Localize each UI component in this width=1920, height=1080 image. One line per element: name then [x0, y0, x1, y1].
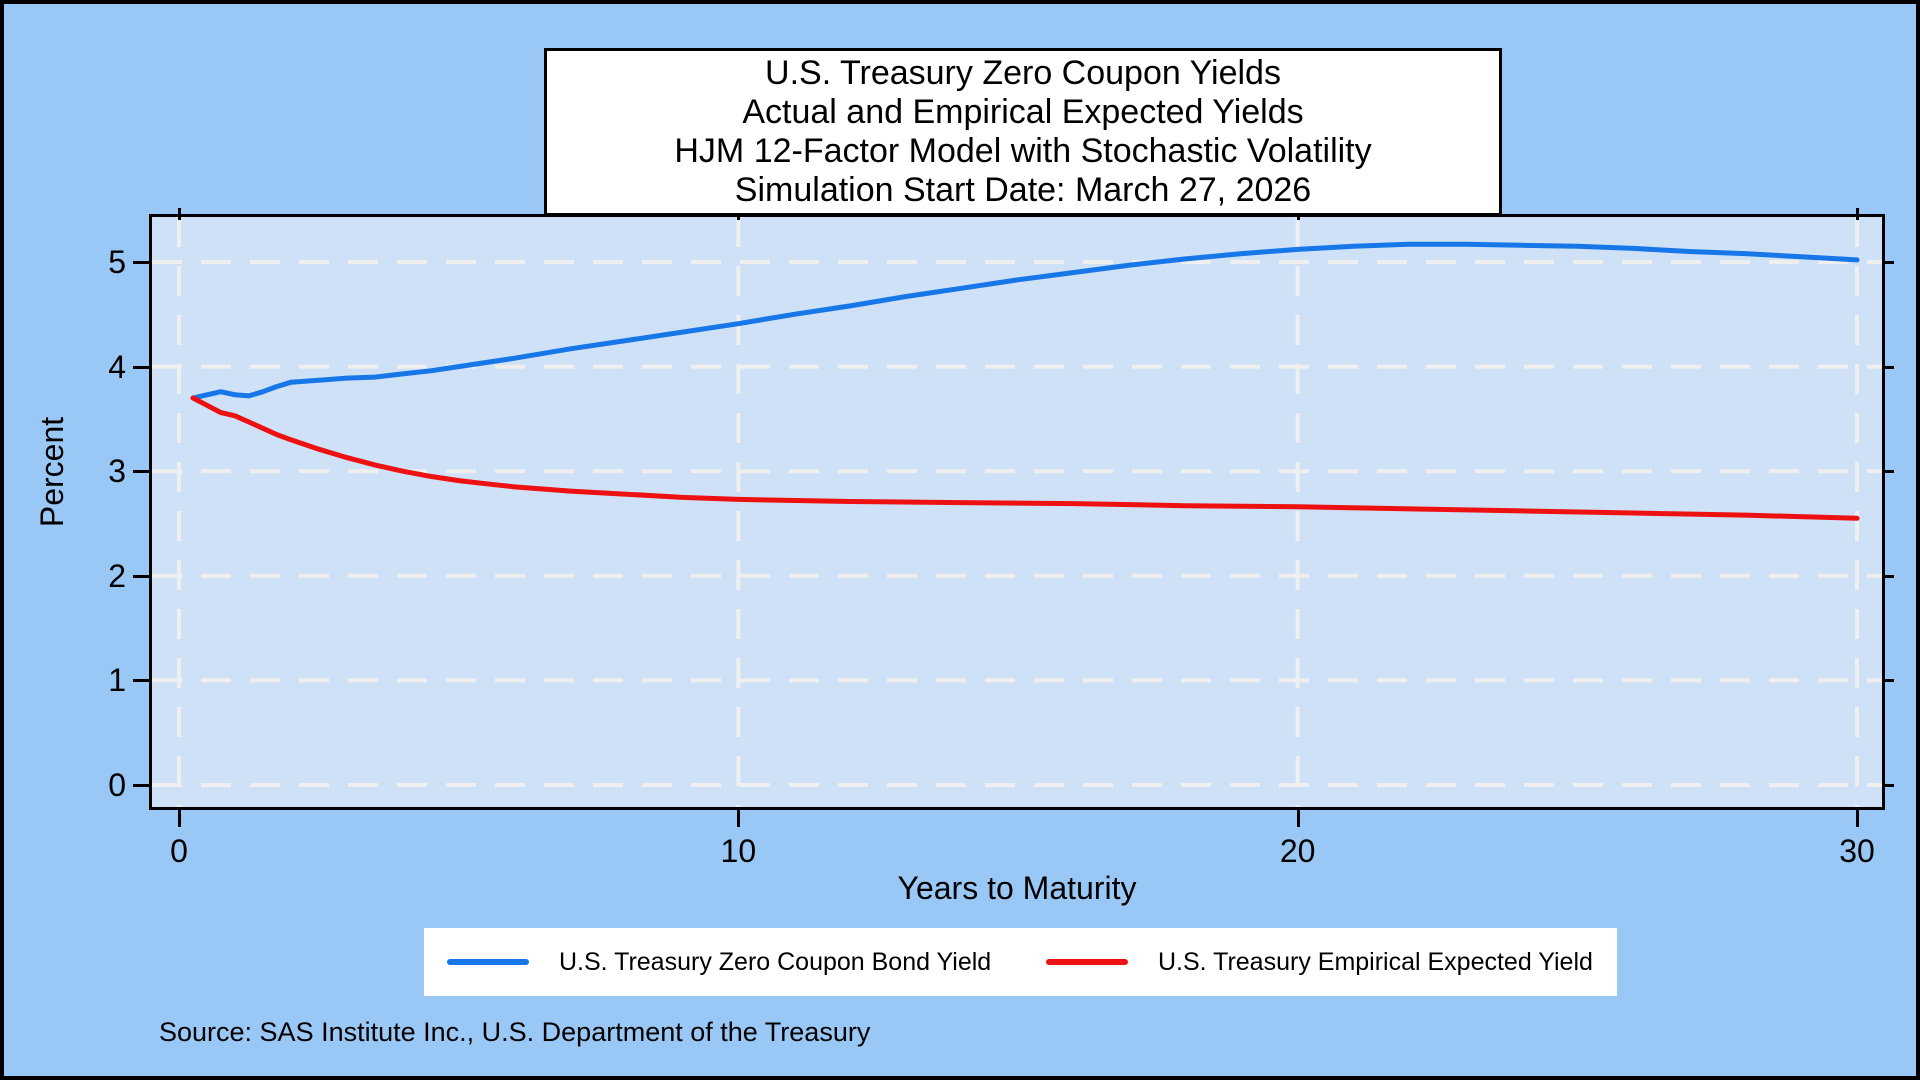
plot-svg	[152, 217, 1882, 807]
x-axis-title: Years to Maturity	[897, 870, 1137, 906]
gridlines	[152, 217, 1882, 807]
legend-line-sample-red	[1046, 959, 1128, 965]
x-tick-mark-top	[1855, 208, 1859, 220]
source-note: Source: SAS Institute Inc., U.S. Departm…	[159, 1017, 871, 1047]
chart-title-line-2: Actual and Empirical Expected Yields	[742, 93, 1304, 131]
y-tick-label: 3	[108, 453, 126, 490]
legend-line-sample-blue	[447, 959, 529, 965]
y-tick-label: 0	[108, 767, 126, 803]
y-axis-title: Percent	[34, 416, 70, 528]
series-line-1	[190, 395, 1860, 521]
plot-area	[149, 214, 1885, 810]
x-tick-mark-top	[178, 208, 181, 220]
series-line-0	[190, 241, 1860, 401]
x-tick-mark	[737, 810, 741, 827]
y-tick-mark-right	[1885, 679, 1894, 683]
legend-entry-actual: U.S. Treasury Zero Coupon Bond Yield	[447, 928, 991, 996]
legend-label-actual: U.S. Treasury Zero Coupon Bond Yield	[559, 947, 992, 976]
y-tick-mark	[133, 679, 149, 683]
y-tick-mark	[133, 261, 149, 264]
x-tick-label: 10	[720, 833, 757, 869]
y-tick-mark	[133, 784, 149, 787]
y-tick-mark-right	[1885, 784, 1894, 787]
x-tick-mark	[178, 810, 181, 827]
y-tick-mark	[133, 470, 149, 474]
x-tick-label: 0	[170, 833, 188, 869]
y-tick-label: 1	[108, 662, 126, 699]
y-tick-mark	[133, 574, 149, 578]
chart-title-line-4: Simulation Start Date: March 27, 2026	[734, 171, 1312, 209]
y-tick-mark-right	[1885, 574, 1894, 578]
legend-entry-expected: U.S. Treasury Empirical Expected Yield	[1046, 928, 1593, 996]
y-tick-mark-right	[1885, 365, 1894, 369]
legend-label-expected: U.S. Treasury Empirical Expected Yield	[1158, 947, 1593, 976]
chart-title-box: U.S. Treasury Zero Coupon Yields Actual …	[544, 48, 1502, 216]
y-tick-mark-right	[1885, 261, 1894, 264]
x-tick-mark	[1855, 810, 1859, 827]
chart-title-line-3: HJM 12-Factor Model with Stochastic Vola…	[674, 132, 1372, 170]
chart-title-line-1: U.S. Treasury Zero Coupon Yields	[765, 54, 1281, 92]
y-tick-label: 2	[108, 557, 126, 594]
x-tick-mark	[1296, 810, 1300, 827]
y-tick-mark-right	[1885, 470, 1894, 474]
y-tick-label: 5	[108, 244, 126, 280]
x-tick-label: 20	[1279, 833, 1316, 869]
legend: U.S. Treasury Zero Coupon Bond Yield U.S…	[424, 928, 1617, 996]
y-tick-label: 4	[108, 348, 126, 385]
y-tick-mark	[133, 365, 149, 369]
x-tick-label: 30	[1839, 833, 1875, 869]
